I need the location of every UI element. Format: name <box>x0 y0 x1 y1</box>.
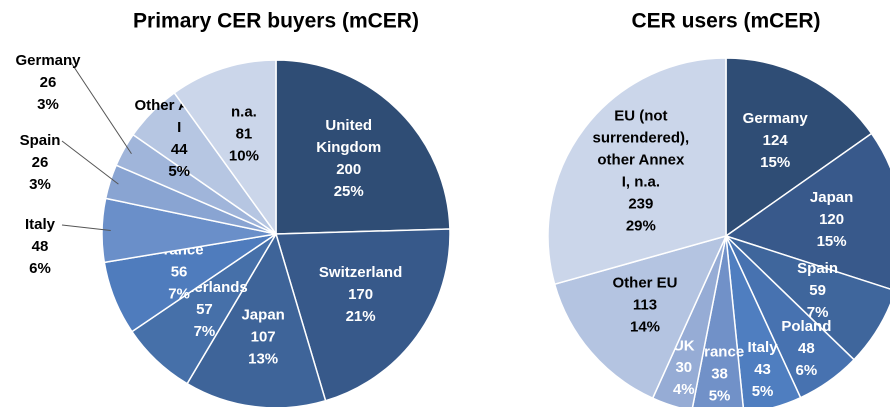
slice-label: EU (not surrendered), other Annex I, n.a. <box>593 107 690 190</box>
slice-label: Japan <box>810 189 853 206</box>
slice-share: 15% <box>760 154 790 171</box>
slice-value: 81 <box>236 126 253 143</box>
slice-label: Italy <box>25 216 56 233</box>
slice-share: 6% <box>796 362 818 379</box>
pie-slice <box>553 234 728 400</box>
pie-slice <box>547 57 727 286</box>
slice-share: 13% <box>248 351 278 368</box>
slice-label: Spain <box>20 132 61 149</box>
slice-value: 120 <box>819 211 844 228</box>
slice-value: 170 <box>348 286 373 303</box>
leader-line <box>61 140 119 185</box>
slice-value: 30 <box>675 359 692 376</box>
pie-slice <box>691 235 744 407</box>
pie-slice <box>725 57 873 238</box>
slice-share: 4% <box>673 381 695 398</box>
slice-value: 239 <box>628 195 653 212</box>
slice-label: Italy <box>748 339 779 356</box>
slice-share: 3% <box>37 96 59 113</box>
slice-share: 6% <box>29 260 51 277</box>
slice-value: 44 <box>171 141 188 158</box>
slice-value: 124 <box>763 132 789 149</box>
slice-value: 48 <box>32 238 49 255</box>
pie-slice <box>725 235 802 407</box>
slice-share: 5% <box>709 388 731 405</box>
slice-label: Spain <box>797 260 838 277</box>
slice-value: 43 <box>754 361 771 378</box>
slice-label: United Kingdom <box>316 117 381 156</box>
slice-label: Poland <box>781 318 831 335</box>
leader-line <box>69 60 132 155</box>
leader-line <box>61 224 111 231</box>
pie-slice <box>275 59 451 235</box>
slice-value: 56 <box>171 264 188 281</box>
slice-value: 113 <box>633 297 657 314</box>
pie-slice <box>724 132 890 290</box>
slice-share: 29% <box>626 217 656 234</box>
slice-label: n.a. <box>231 104 257 121</box>
slice-label: Switzerland <box>319 264 402 281</box>
slice-label: France <box>695 344 744 361</box>
slice-share: 7% <box>194 323 216 340</box>
slice-share: 10% <box>229 148 259 165</box>
chart-title: Primary CER buyers (mCER) <box>133 10 419 33</box>
chart-title: CER users (mCER) <box>631 10 820 33</box>
slice-label: Other EU <box>613 275 678 292</box>
slice-share: 7% <box>807 304 829 321</box>
slice-share: 14% <box>630 319 660 336</box>
slice-share: 21% <box>346 308 376 325</box>
slice-share: 5% <box>168 163 190 180</box>
slice-share: 15% <box>817 233 847 250</box>
slice-share: 5% <box>752 383 774 400</box>
slice-share: 3% <box>29 176 51 193</box>
slice-value: 38 <box>711 366 728 383</box>
slice-value: 57 <box>196 301 213 318</box>
slice-value: 26 <box>40 74 57 91</box>
slice-share: 25% <box>334 183 364 200</box>
slice-label: Germany <box>15 52 81 69</box>
slice-share: 7% <box>168 286 190 303</box>
slice-value: 48 <box>798 340 815 357</box>
pie-slice <box>173 59 277 237</box>
slice-value: 59 <box>809 282 826 299</box>
slice-value: 26 <box>32 154 49 171</box>
slice-value: 200 <box>336 161 361 178</box>
pie-slice <box>275 228 451 402</box>
slice-value: 107 <box>251 329 276 346</box>
slice-label: Japan <box>241 307 284 324</box>
slice-label: Germany <box>743 110 809 127</box>
